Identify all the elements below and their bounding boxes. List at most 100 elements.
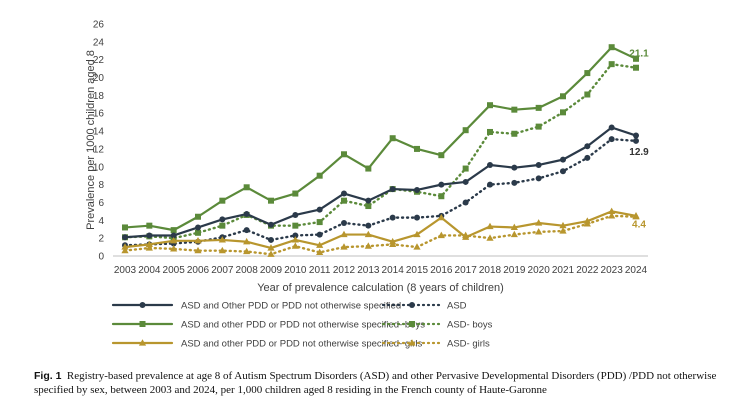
y-tick-label: 12 (93, 144, 105, 155)
data-point (122, 224, 128, 231)
x-axis-title: Year of prevalence calculation (8 years … (257, 282, 504, 294)
y-tick-label: 2 (98, 234, 104, 245)
data-point (584, 143, 591, 150)
figure-caption: Fig. 1 Registry-based prevalence at age … (34, 369, 724, 397)
legend-label: ASD and other PDD or PDD not otherwise s… (181, 339, 423, 350)
data-point (560, 156, 566, 163)
data-point (414, 214, 420, 221)
data-point (243, 227, 250, 234)
x-tick-label: 2013 (357, 265, 380, 276)
data-point (243, 184, 250, 191)
data-point (364, 230, 372, 238)
x-tick-label: 2008 (236, 265, 259, 276)
data-point (487, 181, 493, 188)
data-point (583, 217, 591, 224)
data-point (341, 197, 347, 204)
data-point (316, 172, 323, 179)
legend-swatch-marker (408, 339, 416, 346)
data-point (341, 190, 347, 197)
legend-swatch-marker (409, 321, 415, 327)
data-point (413, 230, 421, 238)
data-label: 12.9 (629, 147, 649, 158)
data-point (535, 219, 543, 226)
x-tick-label: 2017 (455, 265, 478, 276)
data-point (268, 236, 274, 243)
data-point (633, 137, 639, 144)
y-tick-label: 10 (93, 162, 105, 173)
caption-text: Registry-based prevalence at age 8 of Au… (34, 370, 717, 396)
data-point (437, 231, 445, 239)
data-point (340, 243, 348, 250)
data-label: 21.1 (629, 49, 649, 60)
data-point (291, 236, 299, 243)
data-point (535, 175, 542, 182)
data-point (560, 109, 566, 116)
data-point (365, 165, 372, 172)
legend-swatch-marker (139, 321, 146, 327)
data-point (559, 227, 567, 234)
data-point (268, 197, 274, 204)
data-point (316, 206, 323, 213)
x-tick-label: 2003 (114, 265, 137, 276)
data-point (389, 237, 397, 245)
x-tick-label: 2023 (601, 265, 624, 276)
data-point (170, 237, 178, 244)
data-point (316, 241, 324, 248)
data-point (413, 243, 421, 250)
data-point (365, 197, 372, 204)
x-tick-label: 2011 (309, 265, 331, 276)
y-tick-label: 6 (98, 198, 104, 209)
data-point (487, 161, 493, 168)
data-point (292, 222, 299, 229)
y-tick-label: 16 (93, 109, 105, 120)
data-point (511, 164, 518, 171)
data-point (145, 244, 153, 251)
data-point (608, 136, 615, 143)
x-tick-label: 2018 (479, 265, 502, 276)
data-point (633, 132, 639, 139)
data-point (340, 230, 348, 238)
y-tick-label: 22 (93, 55, 105, 66)
data-point (633, 64, 639, 71)
data-point (608, 207, 616, 214)
data-point (219, 216, 226, 223)
data-point (633, 55, 639, 62)
data-point (316, 219, 323, 226)
x-tick-label: 2007 (211, 265, 234, 276)
data-point (584, 154, 591, 161)
data-point (487, 102, 493, 109)
data-point (170, 227, 177, 234)
data-point (341, 151, 347, 158)
data-point (414, 145, 420, 152)
data-label: 4.4 (632, 220, 646, 231)
data-point (219, 222, 226, 229)
legend-swatch-marker (139, 302, 146, 308)
data-point (487, 128, 493, 135)
series-line (123, 214, 638, 256)
data-point (218, 246, 226, 254)
y-tick-label: 20 (93, 73, 105, 84)
data-point (291, 242, 299, 249)
data-point (414, 186, 420, 193)
y-tick-label: 14 (93, 127, 105, 138)
data-point (219, 197, 226, 204)
data-point (486, 234, 494, 241)
data-point (194, 237, 202, 244)
legend-label: ASD- girls (447, 339, 490, 350)
legend-swatch-marker (138, 339, 147, 346)
x-tick-label: 2014 (382, 265, 405, 276)
data-point (608, 124, 615, 131)
data-point (462, 165, 469, 172)
data-point (364, 242, 372, 249)
data-point (194, 246, 202, 254)
series-line (123, 210, 638, 250)
x-tick-label: 2020 (528, 265, 551, 276)
series-line (123, 62, 638, 240)
data-point (389, 135, 396, 142)
data-point (146, 222, 153, 229)
data-point (243, 211, 250, 218)
legend-swatch-marker (409, 302, 415, 308)
x-tick-label: 2010 (284, 265, 307, 276)
